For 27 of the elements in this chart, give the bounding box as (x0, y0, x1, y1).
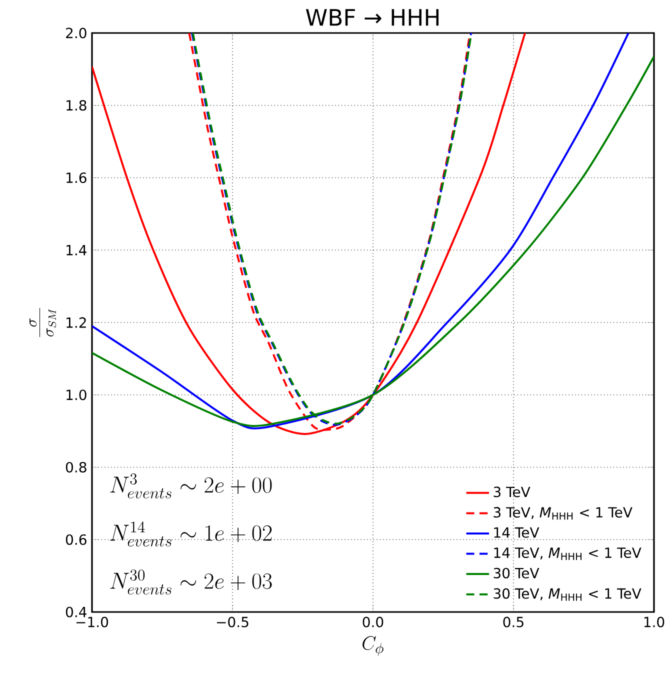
y-axis-title: $\frac{\sigma}{\sigma_{SM}}$ (30, 308, 56, 338)
legend-label: 30 TeV, M$_{HHH}$ < 1 TeV (494, 588, 642, 601)
y-tick-label: 0.8 (66, 462, 87, 473)
x-tick-label: −1.0 (76, 616, 108, 628)
legend-label: 14 TeV, M$_{HHH}$ < 1 TeV (494, 548, 642, 560)
chart-title: WBF → HHH (306, 9, 439, 26)
y-tick-label: 2.0 (66, 28, 87, 38)
legend-label: 3 TeV (494, 486, 531, 498)
x-tick-label: 1.0 (644, 616, 664, 628)
x-tick-label: −0.5 (217, 616, 248, 628)
annotation: $N^{30}_{events} \sim 2e+03$ (110, 570, 272, 595)
y-tick-label: 1.0 (66, 390, 87, 400)
x-axis-title: $C_\phi$ (362, 636, 384, 656)
y-tick-label: 1.8 (66, 100, 87, 111)
legend-label: 14 TeV (494, 527, 540, 538)
y-tick-label: 0.6 (66, 534, 87, 545)
y-tick-label: 1.2 (66, 317, 86, 328)
legend-label: 30 TeV (494, 568, 540, 578)
x-tick-label: 0.0 (363, 616, 384, 628)
y-tick-label: 0.4 (66, 606, 87, 618)
line-series (92, 33, 526, 435)
y-tick-label: 1.6 (66, 172, 87, 184)
legend-label: 3 TeV, M$_{HHH}$ < 1 TeV (494, 507, 633, 520)
y-tick-label: 1.4 (66, 245, 87, 256)
annotation: $N^{14}_{events} \sim 1e+02$ (110, 521, 272, 546)
x-tick-label: 0.5 (503, 616, 524, 628)
annotation: $N^{3}_{events} \sim 2e+00$ (110, 474, 272, 498)
